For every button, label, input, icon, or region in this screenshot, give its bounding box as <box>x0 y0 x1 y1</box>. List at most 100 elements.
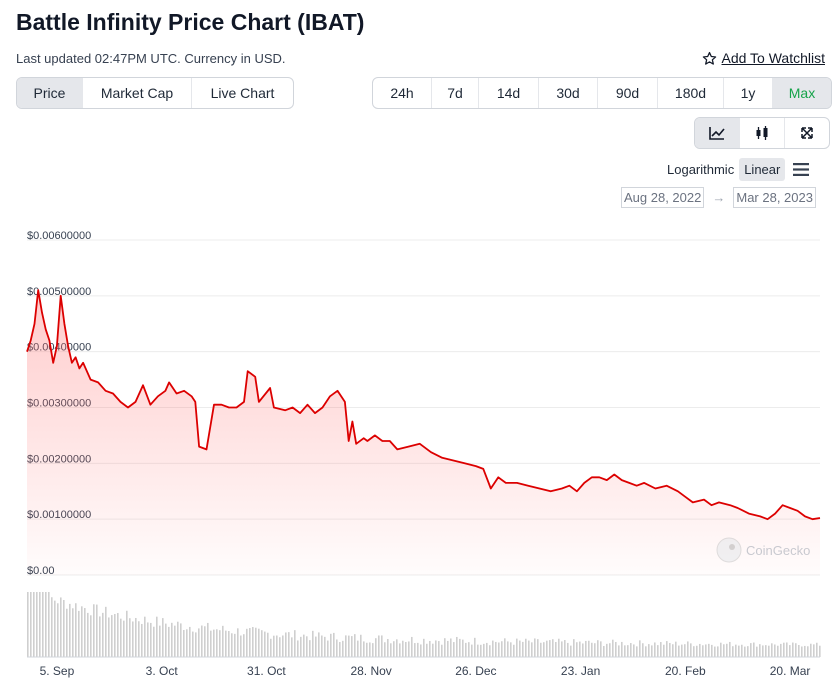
volume-bar <box>795 643 797 657</box>
tab-market-cap[interactable]: Market Cap <box>83 78 192 108</box>
linear-option[interactable]: Linear <box>739 158 786 181</box>
add-to-watchlist-link[interactable]: Add To Watchlist <box>702 50 825 66</box>
volume-bar <box>318 632 320 657</box>
volume-bar <box>696 645 698 657</box>
volume-bar <box>729 641 731 657</box>
volume-bar <box>150 622 152 657</box>
volume-bar <box>651 645 653 657</box>
volume-bar <box>453 642 455 657</box>
volume-bar <box>402 640 404 657</box>
volume-bar <box>489 645 491 657</box>
logarithmic-option[interactable]: Logarithmic <box>667 162 735 177</box>
volume-bar <box>141 623 143 657</box>
volume-bar <box>441 644 443 657</box>
volume-bar <box>702 645 704 657</box>
volume-bar <box>804 645 806 657</box>
volume-bar <box>348 635 350 657</box>
volume-bar <box>276 635 278 657</box>
volume-bar <box>504 638 506 657</box>
volume-bar <box>450 638 452 657</box>
range-max[interactable]: Max <box>773 78 831 108</box>
volume-bar <box>726 643 728 657</box>
volume-bar <box>525 638 527 657</box>
volume-bar <box>648 644 650 657</box>
volume-bar <box>516 638 518 657</box>
volume-bar <box>114 613 116 657</box>
volume-bar <box>102 612 104 657</box>
volume-bar <box>771 643 773 657</box>
range-7d[interactable]: 7d <box>432 78 479 108</box>
candlestick-button[interactable] <box>740 118 785 148</box>
tab-price[interactable]: Price <box>17 78 83 108</box>
volume-bar <box>57 603 59 657</box>
volume-bar <box>657 645 659 657</box>
volume-bar <box>120 618 122 657</box>
volume-bar <box>432 643 434 657</box>
volume-bar <box>426 643 428 657</box>
volume-bar <box>288 632 290 657</box>
volume-bar <box>483 643 485 657</box>
range-14d[interactable]: 14d <box>479 78 539 108</box>
volume-bar <box>414 643 416 657</box>
volume-bar <box>249 628 251 657</box>
volume-bar <box>252 627 254 657</box>
volume-bar <box>528 640 530 657</box>
volume-bar <box>444 638 446 657</box>
tab-live-chart[interactable]: Live Chart <box>210 85 275 101</box>
volume-bar <box>39 592 41 657</box>
date-from-input[interactable]: Aug 28, 2022 <box>621 187 705 208</box>
range-1y[interactable]: 1y <box>724 78 773 108</box>
volume-bar <box>96 604 98 657</box>
volume-bar <box>297 640 299 657</box>
arrow-right-icon: → <box>712 190 726 205</box>
line-chart-icon <box>709 127 725 140</box>
volume-bar <box>321 635 323 657</box>
volume-bar <box>267 632 269 657</box>
volume-bar <box>198 628 200 657</box>
chart-type-tabs: Price Market Cap Live Chart <box>16 77 294 109</box>
volume-bar <box>465 642 467 657</box>
volume-bar <box>624 645 626 657</box>
volume-bar <box>798 645 800 657</box>
volume-bar <box>183 629 185 657</box>
volume-bar <box>243 634 245 657</box>
date-to-input[interactable]: Mar 28, 2023 <box>733 187 816 208</box>
volume-bar <box>477 644 479 657</box>
volume-bar <box>768 645 770 657</box>
volume-bar <box>438 641 440 657</box>
volume-bar <box>411 636 413 657</box>
volume-bar <box>369 642 371 657</box>
menu-icon[interactable] <box>793 163 810 176</box>
volume-bar <box>357 640 359 657</box>
volume-bar <box>546 640 548 657</box>
volume-bar <box>723 644 725 657</box>
volume-bar <box>693 646 695 657</box>
volume-bar <box>234 633 236 657</box>
volume-bar <box>687 641 689 657</box>
volume-bar <box>228 631 230 657</box>
volume-bar <box>807 646 809 657</box>
range-30d[interactable]: 30d <box>539 78 598 108</box>
volume-bar <box>636 646 638 657</box>
volume-bar <box>642 643 644 657</box>
volume-bar <box>543 642 545 657</box>
volume-bar <box>237 628 239 657</box>
volume-bar <box>126 610 128 657</box>
volume-bar <box>177 621 179 657</box>
range-180d[interactable]: 180d <box>658 78 724 108</box>
range-90d[interactable]: 90d <box>598 78 658 108</box>
volume-bar <box>231 633 233 657</box>
x-tick-label: 3. Oct <box>146 664 179 678</box>
volume-bar <box>732 646 734 657</box>
range-24h[interactable]: 24h <box>373 78 432 108</box>
volume-bar <box>573 639 575 657</box>
line-chart-button[interactable] <box>695 118 740 148</box>
volume-bar <box>774 644 776 657</box>
fullscreen-button[interactable] <box>785 118 829 148</box>
volume-bar <box>378 635 380 657</box>
volume-bar <box>801 646 803 657</box>
volume-bar <box>93 604 95 657</box>
volume-bar <box>711 644 713 657</box>
volume-bar <box>420 644 422 657</box>
volume-bar <box>327 640 329 657</box>
